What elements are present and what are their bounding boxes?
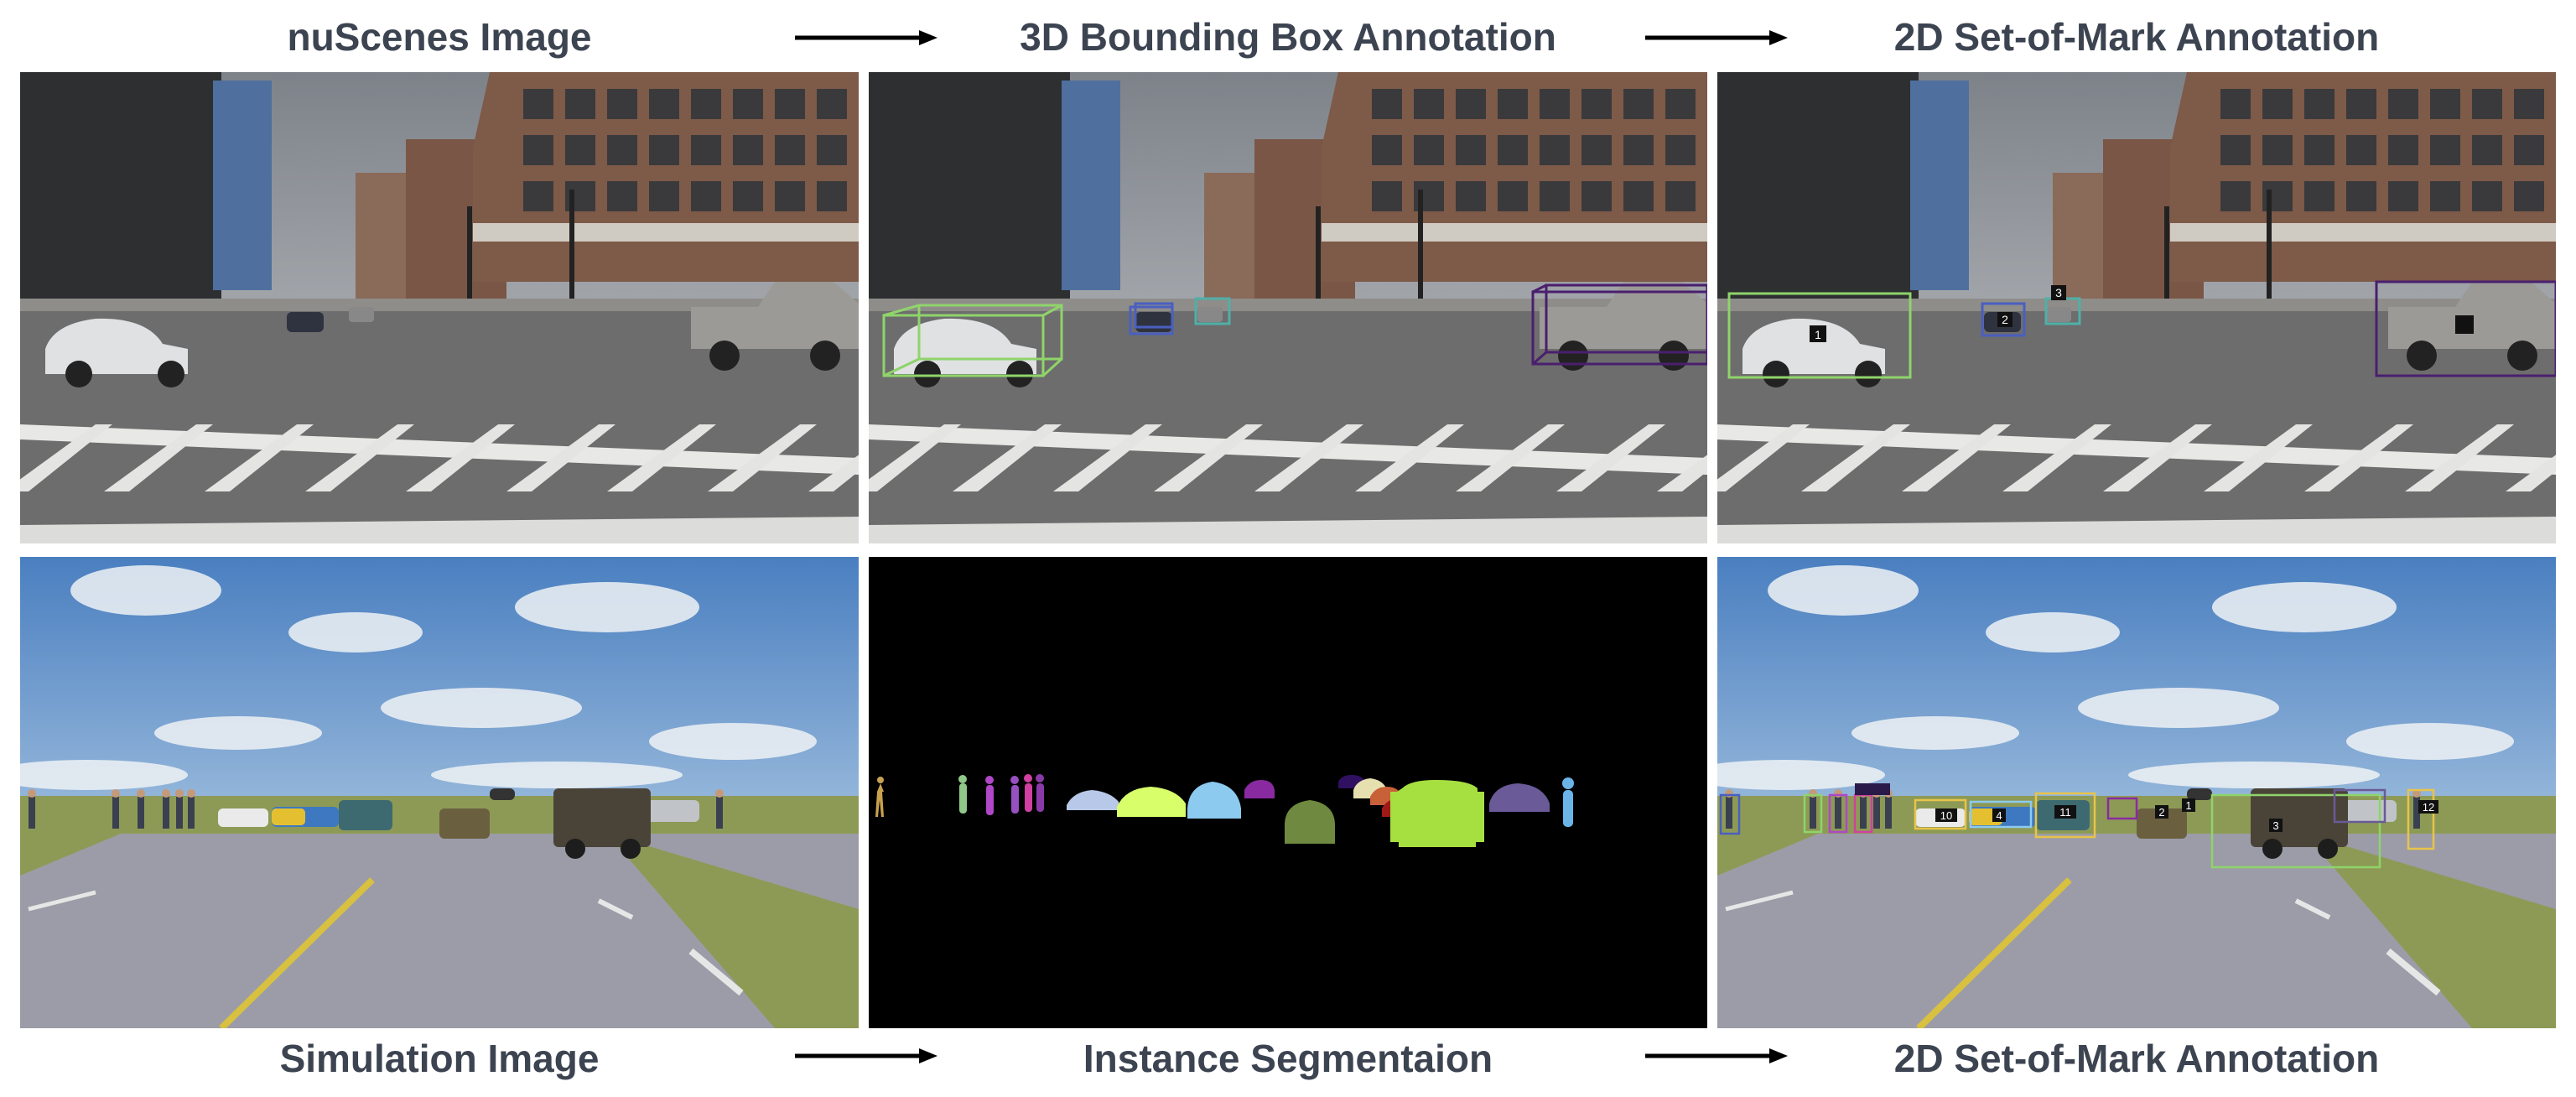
title-instance-segmentation: Instance Segmentaion: [1083, 1037, 1493, 1080]
arrow-right-icon: [795, 1048, 937, 1063]
som-label-10: 10: [1940, 809, 1952, 822]
title-simulation-image: Simulation Image: [279, 1037, 600, 1080]
som-label-pickup: [2455, 315, 2474, 334]
som-label-1: 1: [1815, 328, 1821, 341]
arrow-right-icon: [1645, 30, 1788, 45]
arrow-right-icon: [795, 30, 937, 45]
som-box-pickup: [2375, 280, 2556, 377]
som-box-ped: [1803, 793, 1823, 834]
title-3d-bbox-annotation: 3D Bounding Box Annotation: [1020, 15, 1556, 59]
som-label-2: 2: [2002, 313, 2008, 326]
title-2d-som-annotation-bottom: 2D Set-of-Mark Annotation: [1893, 1037, 2380, 1080]
som-label-12: 12: [2423, 801, 2434, 814]
nuscenes-image: [20, 72, 859, 543]
instance-segmentation-image: [869, 557, 1707, 1028]
som-box-ped: [1719, 793, 1741, 835]
som-label-11: 11: [2059, 806, 2071, 819]
nuscenes-som-image: 1 2 3: [1717, 72, 2556, 543]
som-box-car: [2333, 788, 2386, 824]
som-box-ped: [1828, 793, 1848, 834]
title-nuscenes-image: nuScenes Image: [287, 15, 592, 59]
som-box-2: [1981, 302, 2026, 337]
som-label-4: 4: [1996, 809, 2002, 822]
som-box-car: [2106, 797, 2138, 820]
som-box-4: [1969, 800, 2033, 829]
simulation-som-image: 10 4 11 3 12 1 2: [1717, 557, 2556, 1028]
som-box-1: [1727, 292, 1912, 379]
bbox-3d-car-white: [882, 304, 1063, 377]
segmentation-pedestrians: [875, 774, 1574, 827]
bbox-3d-car-blue: [1129, 302, 1174, 335]
som-label-3: 3: [2055, 286, 2062, 299]
arrow-right-icon: [1645, 1048, 1788, 1063]
som-box-11: [2034, 792, 2096, 839]
nuscenes-3d-bbox-image: [869, 72, 1707, 543]
simulation-image: [20, 557, 859, 1028]
som-box-10: [1914, 798, 1967, 830]
som-label-2: 2: [2158, 806, 2164, 819]
som-label-1: 1: [2185, 799, 2191, 812]
som-label-3: 3: [2272, 819, 2278, 832]
segmentation-vehicles: [1067, 775, 1550, 847]
som-box-3: [2210, 793, 2381, 869]
bbox-3d-pickup: [1531, 283, 1707, 366]
title-2d-som-annotation-top: 2D Set-of-Mark Annotation: [1893, 15, 2380, 59]
som-box-12: [2407, 788, 2435, 850]
bbox-3d-car-teal: [1194, 297, 1231, 325]
